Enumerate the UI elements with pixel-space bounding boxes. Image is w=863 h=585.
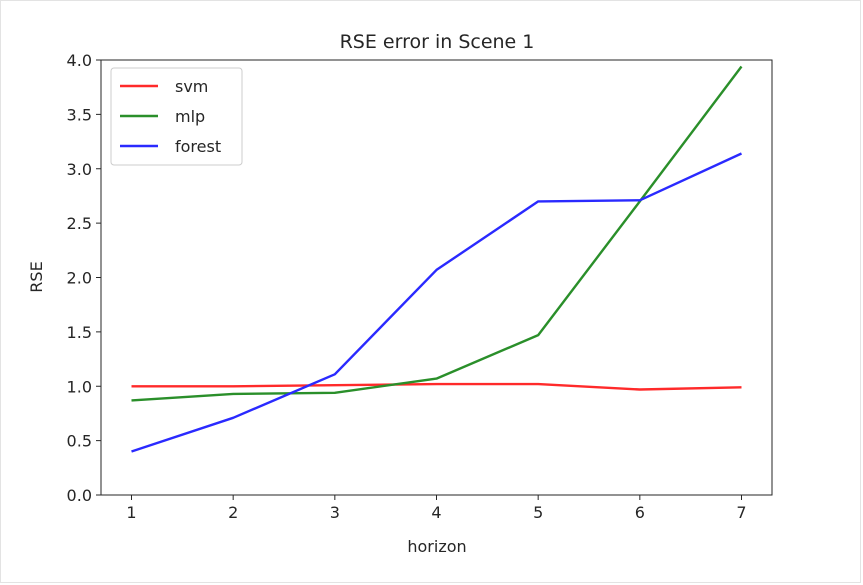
legend-label-svm: svm [175, 77, 208, 96]
y-tick-label: 0.0 [67, 486, 92, 505]
y-axis-label: RSE [27, 261, 46, 292]
y-tick-label: 4.0 [67, 51, 92, 70]
x-tick-label: 2 [228, 503, 238, 522]
legend: svm mlp forest [110, 67, 243, 166]
axis-ticks: 1 2 3 4 5 6 7 0.0 0.5 1.0 1.5 2.0 2.5 3.0 3.5 4.0 [67, 51, 747, 522]
y-tick-label: 0.5 [67, 432, 92, 451]
legend-box [110, 67, 243, 166]
x-tick-label: 1 [126, 503, 136, 522]
y-tick-label: 3.0 [67, 160, 92, 179]
x-tick-label: 5 [533, 503, 543, 522]
x-tick-label: 7 [736, 503, 746, 522]
series-lines [131, 65, 743, 453]
y-tick-label: 3.5 [67, 105, 92, 124]
y-tick-label: 1.0 [67, 377, 92, 396]
chart-title: RSE error in Scene 1 [340, 31, 535, 53]
x-tick-label: 3 [330, 503, 340, 522]
x-tick-label: 6 [635, 503, 645, 522]
series-line-svm [131, 382, 742, 391]
legend-label-forest: forest [175, 137, 221, 156]
y-tick-label: 1.5 [67, 323, 92, 342]
series-line-forest [131, 152, 743, 453]
y-tick-label: 2.5 [67, 214, 92, 233]
legend-label-mlp: mlp [175, 107, 205, 126]
x-axis-label: horizon [407, 537, 466, 556]
y-tick-label: 2.0 [67, 269, 92, 288]
x-tick-label: 4 [431, 503, 441, 522]
plot-area-border [100, 59, 773, 496]
